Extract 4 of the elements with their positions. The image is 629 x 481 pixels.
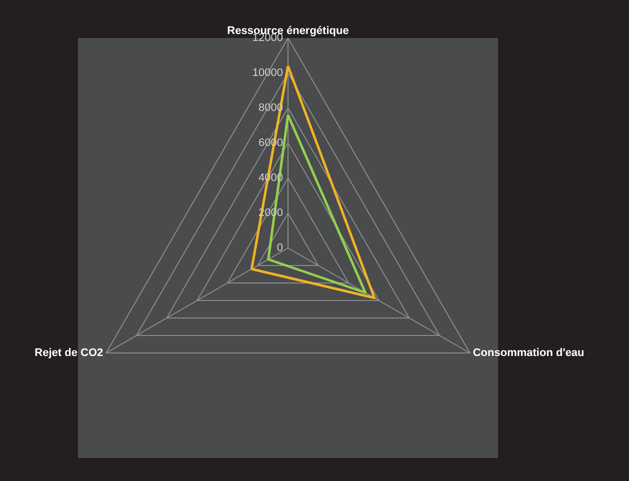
spoke-label: Consommation d'eau — [472, 347, 584, 359]
spoke-label: Rejet de CO2 — [34, 347, 104, 359]
y-tick-label: 0 — [276, 242, 283, 254]
y-tick-label: 10000 — [252, 67, 283, 79]
